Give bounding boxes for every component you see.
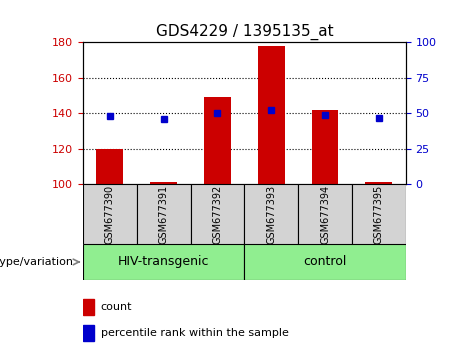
Text: count: count (100, 302, 132, 313)
Text: genotype/variation: genotype/variation (0, 257, 74, 267)
Bar (298, 184, 352, 244)
Bar (244, 184, 298, 244)
Bar (244, 244, 406, 280)
Bar (96, 149, 123, 184)
Text: control: control (303, 256, 347, 268)
Text: HIV-transgenic: HIV-transgenic (118, 256, 209, 268)
Bar (150, 182, 177, 184)
Bar (83, 325, 94, 341)
Text: GSM677393: GSM677393 (266, 184, 276, 244)
Bar (204, 97, 231, 184)
Bar (352, 184, 406, 244)
Bar (83, 244, 244, 280)
Text: GSM677395: GSM677395 (374, 184, 384, 244)
Bar (83, 184, 137, 244)
Text: GSM677391: GSM677391 (159, 184, 169, 244)
Bar (365, 182, 392, 184)
Text: GSM677390: GSM677390 (105, 184, 115, 244)
Text: GSM677394: GSM677394 (320, 184, 330, 244)
Title: GDS4229 / 1395135_at: GDS4229 / 1395135_at (155, 23, 333, 40)
Bar (258, 46, 284, 184)
Text: GSM677392: GSM677392 (213, 184, 223, 244)
Bar (83, 299, 94, 315)
Bar (190, 184, 244, 244)
Bar (137, 184, 190, 244)
Bar (312, 110, 338, 184)
Text: percentile rank within the sample: percentile rank within the sample (100, 328, 289, 338)
